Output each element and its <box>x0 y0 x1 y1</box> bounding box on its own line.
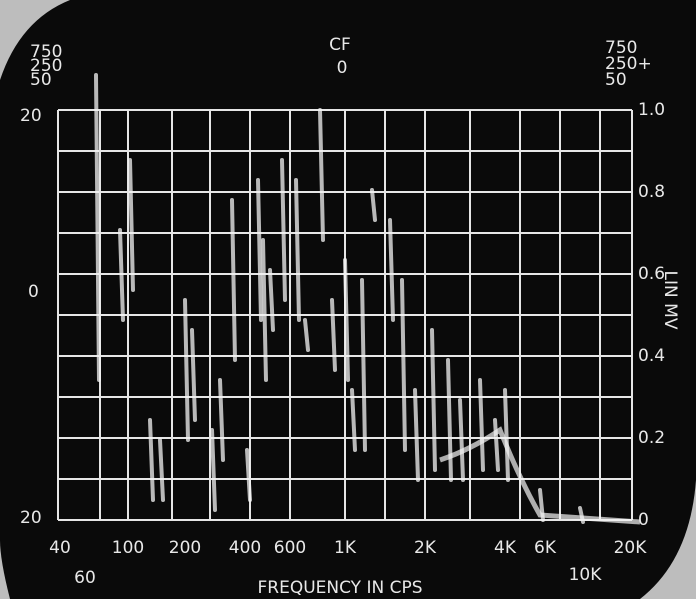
range-label: 750 <box>605 38 637 58</box>
trace <box>478 378 485 472</box>
left-scale-label: 20 <box>20 106 42 126</box>
trace <box>280 158 287 302</box>
trace <box>256 178 263 322</box>
frequency-label: 4K <box>494 538 517 558</box>
trace <box>294 178 301 322</box>
trace <box>128 158 135 292</box>
frequency-label: 2K <box>414 538 437 558</box>
trace <box>493 418 500 472</box>
trace <box>190 328 197 422</box>
right-scale-label: 0.2 <box>638 428 665 448</box>
trace <box>413 388 420 482</box>
trace <box>330 298 337 372</box>
trace <box>210 428 217 512</box>
trace <box>94 73 101 382</box>
trace <box>430 328 437 472</box>
range-label: 750 <box>30 42 62 62</box>
frequency-label: 6K <box>534 538 557 558</box>
labels: 75025050CF0750250+50200201.00.80.60.40.2… <box>20 35 680 598</box>
range-label: 250 <box>30 56 62 76</box>
frequency-label: 60 <box>74 568 96 588</box>
range-label: 250+ <box>605 54 652 74</box>
range-label: 50 <box>30 70 52 90</box>
left-scale-label: 20 <box>20 508 42 528</box>
spectrum-traces <box>94 73 641 525</box>
trace <box>245 448 252 502</box>
frequency-label: 400 <box>229 538 261 558</box>
frequency-label: 40 <box>49 538 71 558</box>
trace <box>158 438 165 502</box>
right-scale-label: 0 <box>638 510 649 530</box>
trace <box>370 188 377 222</box>
trace <box>360 278 367 452</box>
trace <box>218 378 225 462</box>
trace <box>503 388 510 482</box>
cf-label: CF <box>329 35 351 55</box>
frequency-label: 20K <box>614 538 648 558</box>
frequency-label: 1K <box>334 538 357 558</box>
left-scale-label: 0 <box>28 282 39 302</box>
range-label: 50 <box>605 70 627 90</box>
x-axis-label: FREQUENCY IN CPS <box>257 578 422 598</box>
right-scale-label: 0.6 <box>638 264 665 284</box>
trace <box>230 198 237 362</box>
trace <box>350 388 357 452</box>
right-scale-label: 1.0 <box>638 100 665 120</box>
right-scale-label: 0.4 <box>638 346 665 366</box>
trace <box>400 278 407 452</box>
trace <box>318 108 325 242</box>
right-axis-label: LIN MV <box>660 271 680 330</box>
trace <box>458 398 465 482</box>
right-scale-label: 0.8 <box>638 182 665 202</box>
frequency-label: 600 <box>274 538 306 558</box>
frequency-label: 10K <box>569 565 603 585</box>
trace <box>183 298 190 442</box>
trace <box>343 258 350 382</box>
frequency-label: 100 <box>112 538 144 558</box>
trace <box>148 418 155 502</box>
trace <box>388 218 395 322</box>
grid <box>57 109 633 521</box>
trace <box>118 228 125 322</box>
trace <box>303 318 310 352</box>
trace <box>439 426 641 525</box>
cf-label: 0 <box>337 58 348 78</box>
trace <box>446 358 453 482</box>
frequency-label: 200 <box>169 538 201 558</box>
trace <box>268 268 275 332</box>
trace <box>261 238 268 382</box>
